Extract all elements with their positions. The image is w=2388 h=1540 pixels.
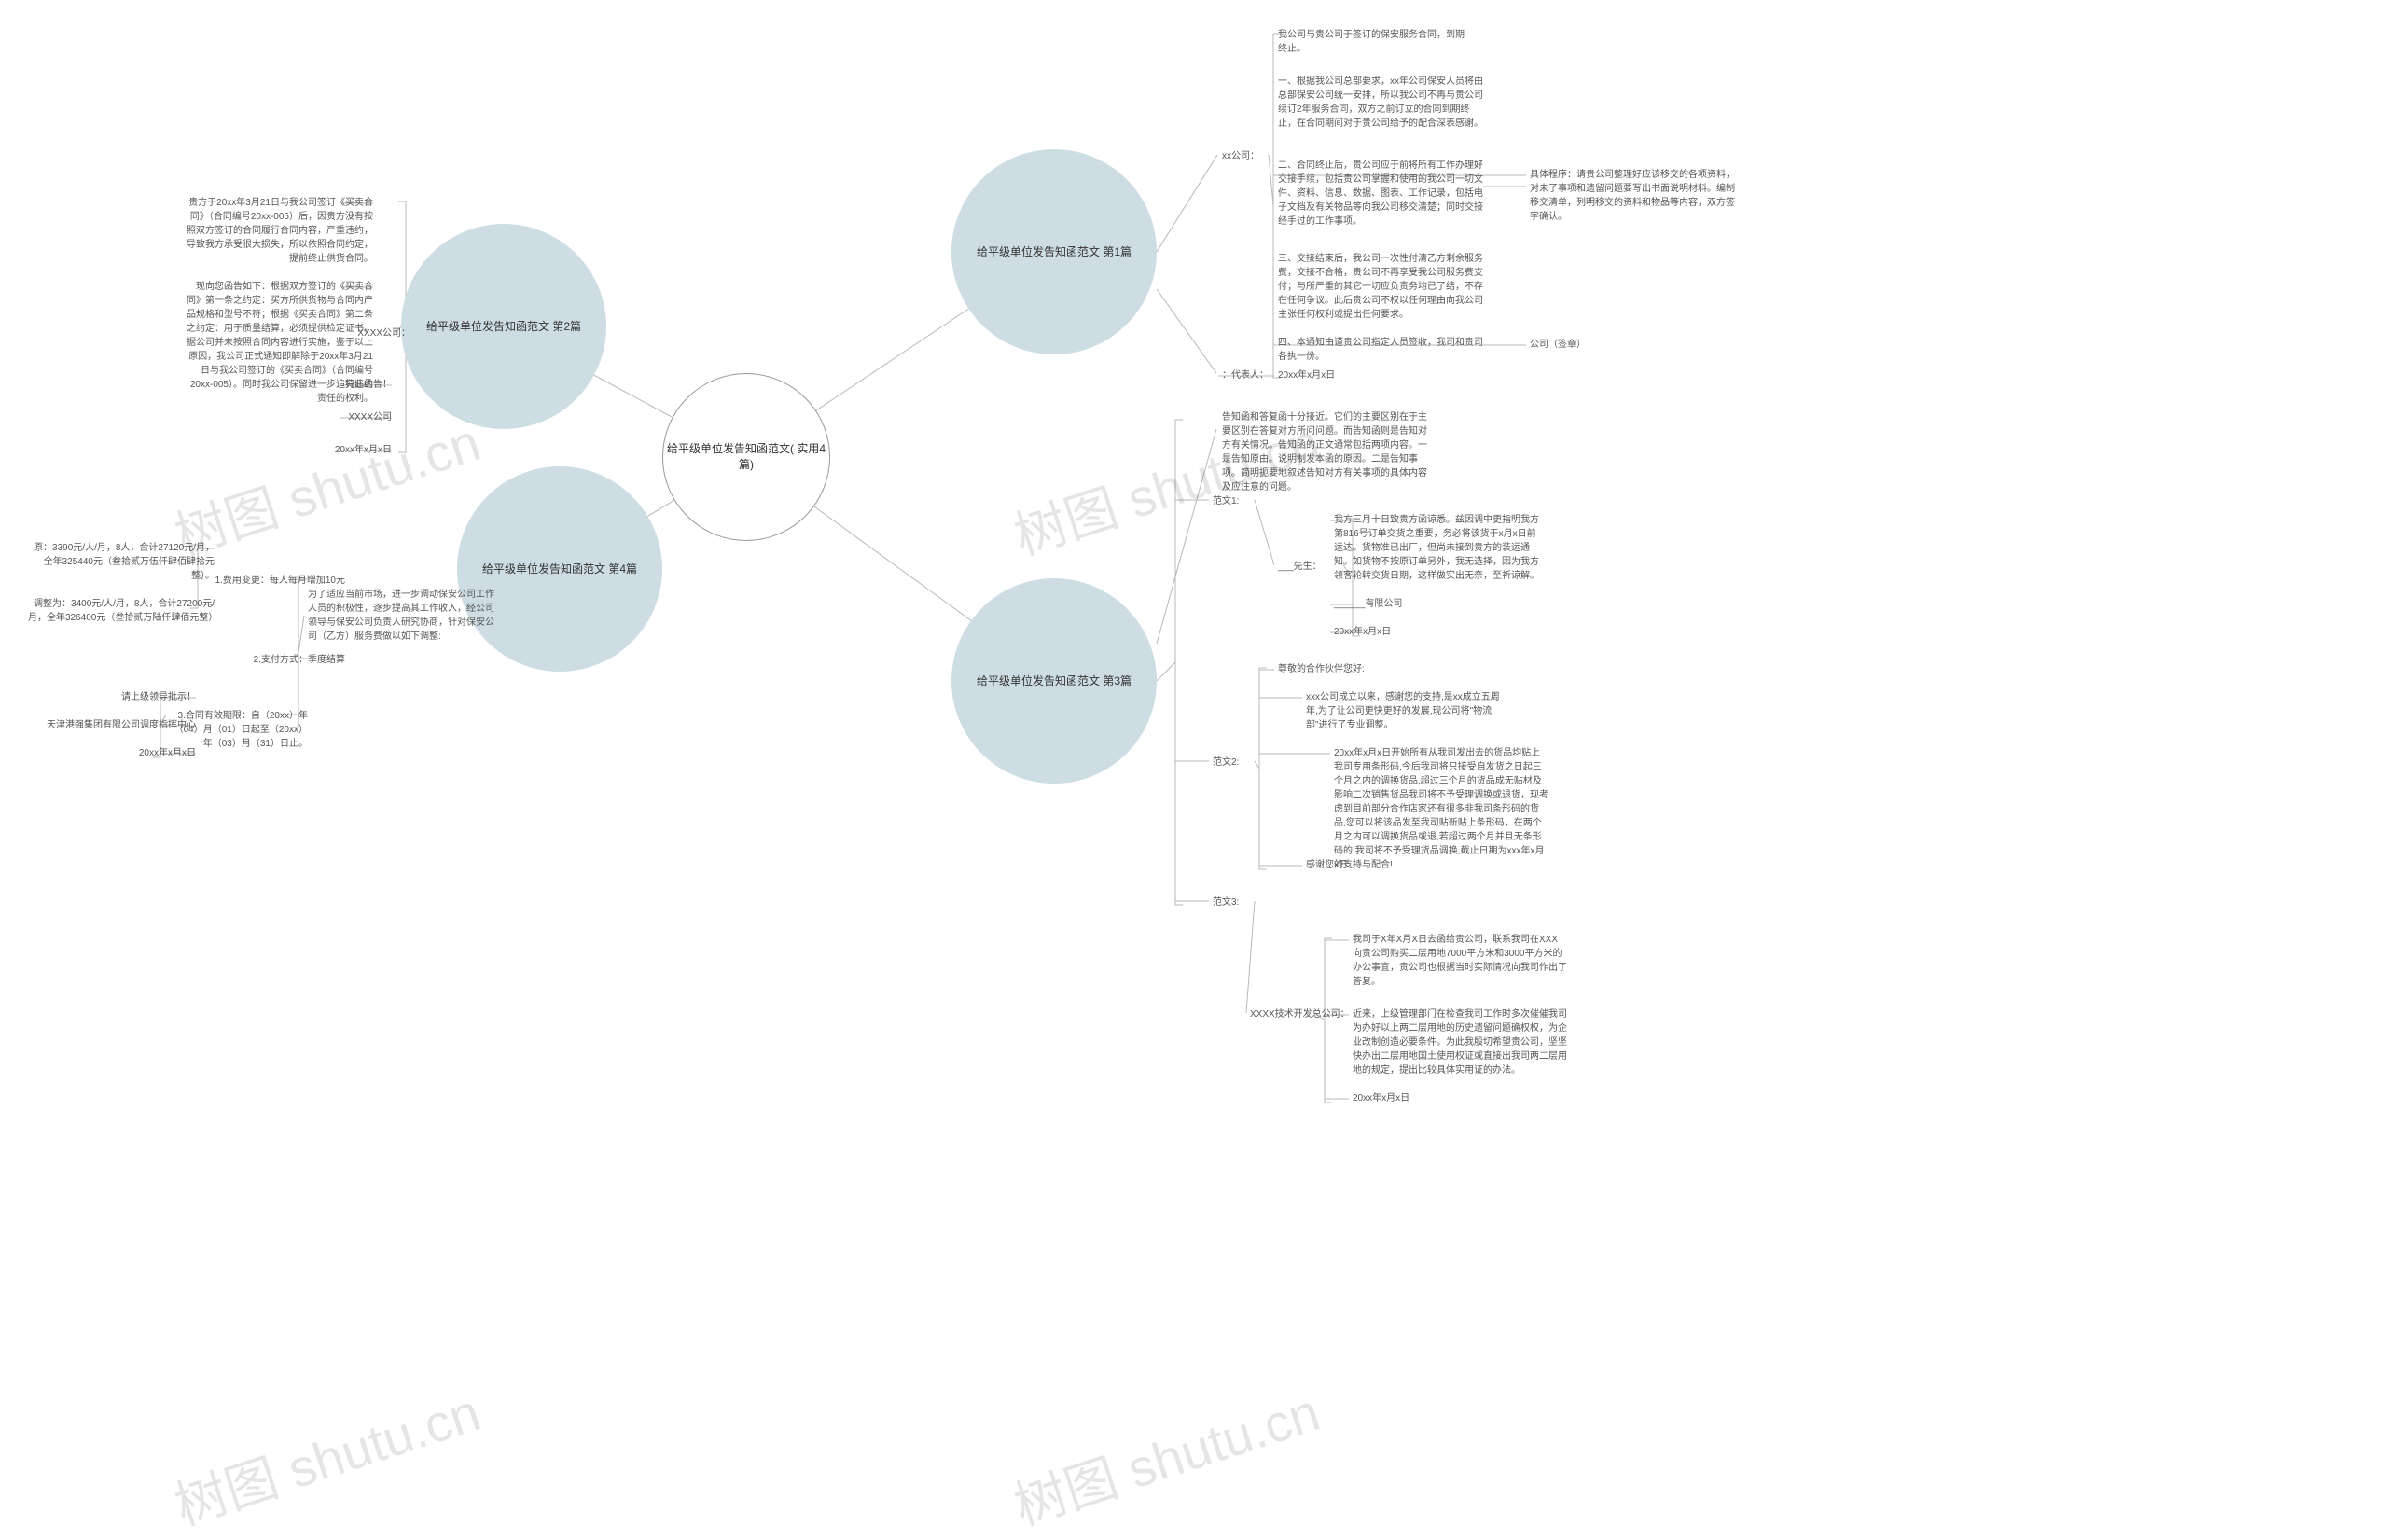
- leaf-text: 请上级领导批示！: [56, 690, 196, 704]
- leaf-text: 感谢您的支持与配合!: [1306, 858, 1492, 872]
- branch-2-label: 给平级单位发告知函范文 第2篇: [423, 315, 585, 339]
- leaf-text: 范文3:: [1213, 895, 1269, 909]
- leaf-text: 公司（签章）: [1530, 338, 1642, 352]
- leaf-text: 二、合同终止后，贵公司应于前将所有工作办理好交接手续，包括贵公司掌握和使用的我公…: [1278, 159, 1483, 229]
- branch-4-label: 给平级单位发告知函范文 第4篇: [479, 558, 641, 581]
- leaf-text: 20xx年x月x日开始所有从我司发出去的货品均贴上我司专用条形码,今后我司将只接…: [1334, 746, 1548, 872]
- watermark: 树图 shutu.cn: [164, 1371, 489, 1540]
- leaf-text: 20xx年x月x日: [298, 443, 392, 457]
- leaf-text: 四、本通知由谨贵公司指定人员签收，我司和贵司各执一份。: [1278, 336, 1483, 364]
- center-label: 给平级单位发告知函范文( 实用4篇): [663, 437, 829, 477]
- leaf-text: 告知函和答复函十分接近。它们的主要区别在于主要区别在答复对方所问问题。而告知函则…: [1222, 410, 1427, 494]
- leaf-text: 20xx年x月x日: [56, 746, 196, 760]
- branch-1-label: 给平级单位发告知函范文 第1篇: [973, 241, 1135, 264]
- branch-node-1: 给平级单位发告知函范文 第1篇: [951, 149, 1157, 354]
- leaf-text: 范文1:: [1213, 494, 1269, 508]
- leaf-text: 我方三月十日致贵方函谅悉。兹因调中更指明我方第816号订单交货之重要，务必将该货…: [1334, 513, 1539, 583]
- leaf-text: 2.支付方式：季度结算: [205, 653, 345, 667]
- branch-3-label: 给平级单位发告知函范文 第3篇: [973, 670, 1135, 693]
- leaf-text: 20xx年x月x日: [1353, 1091, 1492, 1105]
- leaf-text: 近来，上级管理部门在检查我司工作时多次催催我司为办好以上两二层用地的历史遗留问题…: [1353, 1007, 1567, 1077]
- branch-node-2: 给平级单位发告知函范文 第2篇: [401, 224, 606, 429]
- branch-node-3: 给平级单位发告知函范文 第3篇: [951, 578, 1157, 784]
- leaf-text: ______有限公司: [1334, 597, 1474, 611]
- leaf-text: 一、根据我公司总部要求，xx年公司保安人员将由总部保安公司统一安排，所以我公司不…: [1278, 75, 1483, 131]
- leaf-text: 贵方于20xx年3月21日与我公司签订《买卖合同》（合同编号20xx-005）后…: [187, 196, 373, 266]
- leaf-text: 20xx年x月x日: [1334, 625, 1474, 639]
- leaf-text: 原：3390元/人/月，8人，合计27120元/月，全年325440元（叁拾贰万…: [28, 541, 215, 583]
- leaf-text: 1.费用变更：每人每月增加10元: [205, 574, 345, 588]
- leaf-text: xx公司：: [1222, 149, 1278, 163]
- leaf-text: 天津港强集团有限公司调度指挥中心: [28, 718, 196, 732]
- leaf-text: 我司于X年X月X日去函给贵公司，联系我司在XXX向贵公司购买二层用地7000平方…: [1353, 933, 1567, 989]
- leaf-text: XXXX公司: [298, 410, 392, 424]
- leaf-text: 20xx年x月x日: [1278, 368, 1390, 382]
- leaf-text: 特此函告！: [298, 378, 392, 392]
- leaf-text: 范文2:: [1213, 756, 1269, 770]
- leaf-text: 调整为：3400元/人/月，8人，合计27200元/月，全年326400元（叁拾…: [28, 597, 215, 625]
- leaf-text: xxx公司成立以来，感谢您的支持,是xx成立五周年,为了让公司更快更好的发展,现…: [1306, 690, 1511, 732]
- leaf-text: 为了适应当前市场，进一步调动保安公司工作人员的积极性，逐步提高其工作收入，经公司…: [308, 588, 494, 644]
- leaf-text: 尊敬的合作伙伴您好:: [1278, 662, 1483, 676]
- watermark: 树图 shutu.cn: [1004, 1371, 1328, 1540]
- leaf-text: 我公司与贵公司于签订的保安服务合同，到期终止。: [1278, 28, 1465, 56]
- center-node: 给平级单位发告知函范文( 实用4篇): [662, 373, 830, 541]
- leaf-text: 具体程序：请贵公司整理好应该移交的各项资料，对未了事项和遗留问题要写出书面说明材…: [1530, 168, 1735, 224]
- leaf-text: 三、交接结束后，我公司一次性付清乙方剩余服务费，交接不合格，贵公司不再享受我公司…: [1278, 252, 1483, 322]
